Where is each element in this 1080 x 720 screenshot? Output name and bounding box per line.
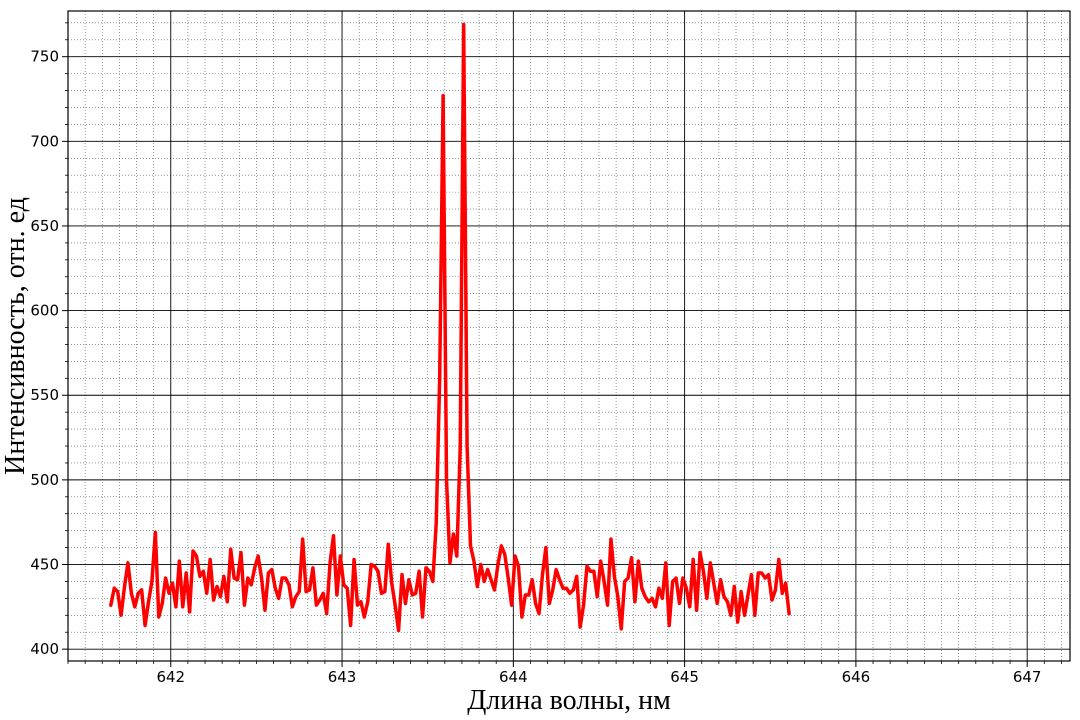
y-tick-label: 550 [30, 386, 59, 404]
y-tick-label: 400 [30, 640, 59, 658]
tick-labels: 642 643 644 645 646 647 400 450 500 550 600 650 700 7… [30, 48, 1041, 686]
series-line [109, 22, 791, 633]
y-tick-label: 450 [30, 556, 59, 574]
plot-frame [67, 10, 1071, 662]
x-tick-label: 642 [156, 668, 185, 686]
y-tick-label: 600 [30, 302, 59, 320]
x-tick-label: 646 [842, 668, 871, 686]
axis-ticks [62, 22, 1062, 667]
major-grid [68, 11, 1070, 661]
y-tick-label: 650 [30, 217, 59, 235]
y-axis-label: Интенсивность, отн. ед [0, 197, 31, 475]
y-tick-label: 700 [30, 132, 59, 150]
x-tick-label: 647 [1013, 668, 1042, 686]
y-tick-label: 750 [30, 48, 59, 66]
minor-grid [67, 11, 1070, 661]
series-layer [109, 22, 791, 633]
x-tick-label: 643 [328, 668, 357, 686]
x-tick-label: 644 [499, 668, 528, 686]
x-tick-label: 645 [670, 668, 699, 686]
x-axis-label: Длина волны, нм [467, 685, 671, 716]
y-tick-label: 500 [30, 471, 59, 489]
